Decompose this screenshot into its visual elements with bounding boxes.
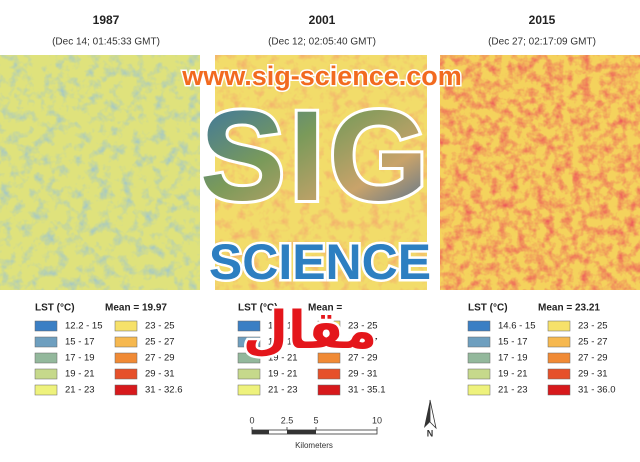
watermark-arabic: مقال	[243, 301, 377, 361]
panel-year: 2001	[309, 13, 336, 27]
legend-swatch	[467, 320, 491, 332]
panel-date: (Dec 14; 01:45:33 GMT)	[52, 37, 160, 48]
legend-swatch	[237, 352, 261, 364]
legend-swatch	[547, 336, 571, 348]
legend-label: 21 - 23	[65, 385, 95, 396]
map-texture	[0, 55, 200, 290]
map-texture	[440, 55, 640, 290]
legend-swatch	[34, 336, 58, 348]
legend-swatch	[34, 320, 58, 332]
legend-label: 15 - 17	[65, 337, 95, 348]
legend-label: 19 - 21	[268, 369, 298, 380]
scale-label: 0	[249, 415, 254, 425]
map-texture	[215, 55, 427, 290]
legend-label: 25 - 27	[145, 337, 175, 348]
panels: 1987 (Dec 14; 01:45:33 GMT) LST (°C) Mean =…	[34, 13, 616, 396]
legend-swatch	[317, 336, 341, 348]
scale-bar-segment	[252, 430, 269, 434]
legend-label: 27 - 29	[145, 353, 175, 364]
watermark-sig: SIG	[200, 85, 433, 228]
legend-label: 21 - 23	[498, 385, 528, 396]
scale-bar-segment	[287, 430, 316, 434]
legend-label: 19 - 21	[268, 353, 298, 364]
legend-label: 25 - 27	[578, 337, 608, 348]
legend-swatch	[467, 384, 491, 396]
panel-date: (Dec 12; 02:05:40 GMT)	[268, 37, 376, 48]
legend-label: 17 - 19	[268, 337, 298, 348]
north-label: N	[427, 428, 434, 438]
watermark: www.sig-science.com SIG SCIENCE مقال	[180, 60, 464, 364]
legend-swatch	[317, 352, 341, 364]
scale-label: 5	[313, 415, 318, 425]
north-arrow-shape	[429, 399, 437, 430]
legend-label: 15 - 17	[498, 337, 528, 348]
legend-swatch	[34, 368, 58, 380]
legend-label: 17 - 19	[65, 353, 95, 364]
legend-label: 29 - 31	[348, 369, 378, 380]
legend-title: LST (°C)	[35, 303, 75, 314]
legend-swatch	[317, 368, 341, 380]
legend-title: LST (°C)	[468, 303, 508, 314]
legend-label: 29 - 31	[145, 369, 175, 380]
legend-swatch	[547, 368, 571, 380]
legend-swatch	[547, 320, 571, 332]
legend-label: 17 - 19	[498, 353, 528, 364]
scale-label: 10	[372, 415, 382, 425]
legend-title: LST (°C)	[238, 303, 278, 314]
legend-swatch	[114, 336, 138, 348]
legend-swatch	[237, 336, 261, 348]
legend-label: 21 - 23	[268, 385, 298, 396]
panel-year: 1987	[93, 13, 120, 27]
legend-label: 14.6 - 15	[498, 321, 536, 332]
panel-year: 2015	[529, 13, 556, 27]
watermark-url: www.sig-science.com	[181, 61, 462, 91]
legend-label: 19 - 21	[498, 369, 528, 380]
legend-label: 23 - 25	[348, 321, 378, 332]
legend-swatch	[237, 384, 261, 396]
legend-swatch	[317, 320, 341, 332]
legend-label: 15 - 17	[268, 321, 298, 332]
legend-mean: Mean = 23.21	[538, 303, 600, 314]
legend-label: 23 - 25	[578, 321, 608, 332]
legend-swatch	[467, 336, 491, 348]
legend-label: 23 - 25	[145, 321, 175, 332]
scale-unit: Kilometers	[295, 441, 333, 450]
legend-label: 27 - 29	[578, 353, 608, 364]
legend-swatch	[34, 384, 58, 396]
legend-swatch	[467, 368, 491, 380]
legend-label: 31 - 35.1	[348, 385, 386, 396]
scale-label: 2.5	[281, 415, 294, 425]
legend-label: 25 - 27	[348, 337, 378, 348]
legend-swatch	[547, 352, 571, 364]
legend-swatch	[237, 368, 261, 380]
legend-swatch	[547, 384, 571, 396]
panel-date: (Dec 27; 02:17:09 GMT)	[488, 37, 596, 48]
legend-label: 27 - 29	[348, 353, 378, 364]
legend-swatch	[114, 352, 138, 364]
maps	[0, 55, 640, 290]
legend-swatch	[467, 352, 491, 364]
legend-label: 31 - 36.0	[578, 385, 616, 396]
legend-label: 12.2 - 15	[65, 321, 103, 332]
scale-bar: Kilometers 0 2.5 5 10	[249, 415, 382, 450]
legend-mean: Mean =	[308, 303, 342, 314]
legend-swatch	[317, 384, 341, 396]
legend-swatch	[114, 384, 138, 396]
legend-mean: Mean = 19.97	[105, 303, 167, 314]
legend-swatch	[34, 352, 58, 364]
north-arrow: N	[424, 399, 437, 438]
legend-swatch	[114, 320, 138, 332]
legend-label: 31 - 32.6	[145, 385, 183, 396]
legend-label: 19 - 21	[65, 369, 95, 380]
north-arrow-shape	[424, 400, 430, 428]
legend-swatch	[114, 368, 138, 380]
watermark-science: SCIENCE	[209, 234, 431, 290]
legend-label: 29 - 31	[578, 369, 608, 380]
legend-swatch	[237, 320, 261, 332]
